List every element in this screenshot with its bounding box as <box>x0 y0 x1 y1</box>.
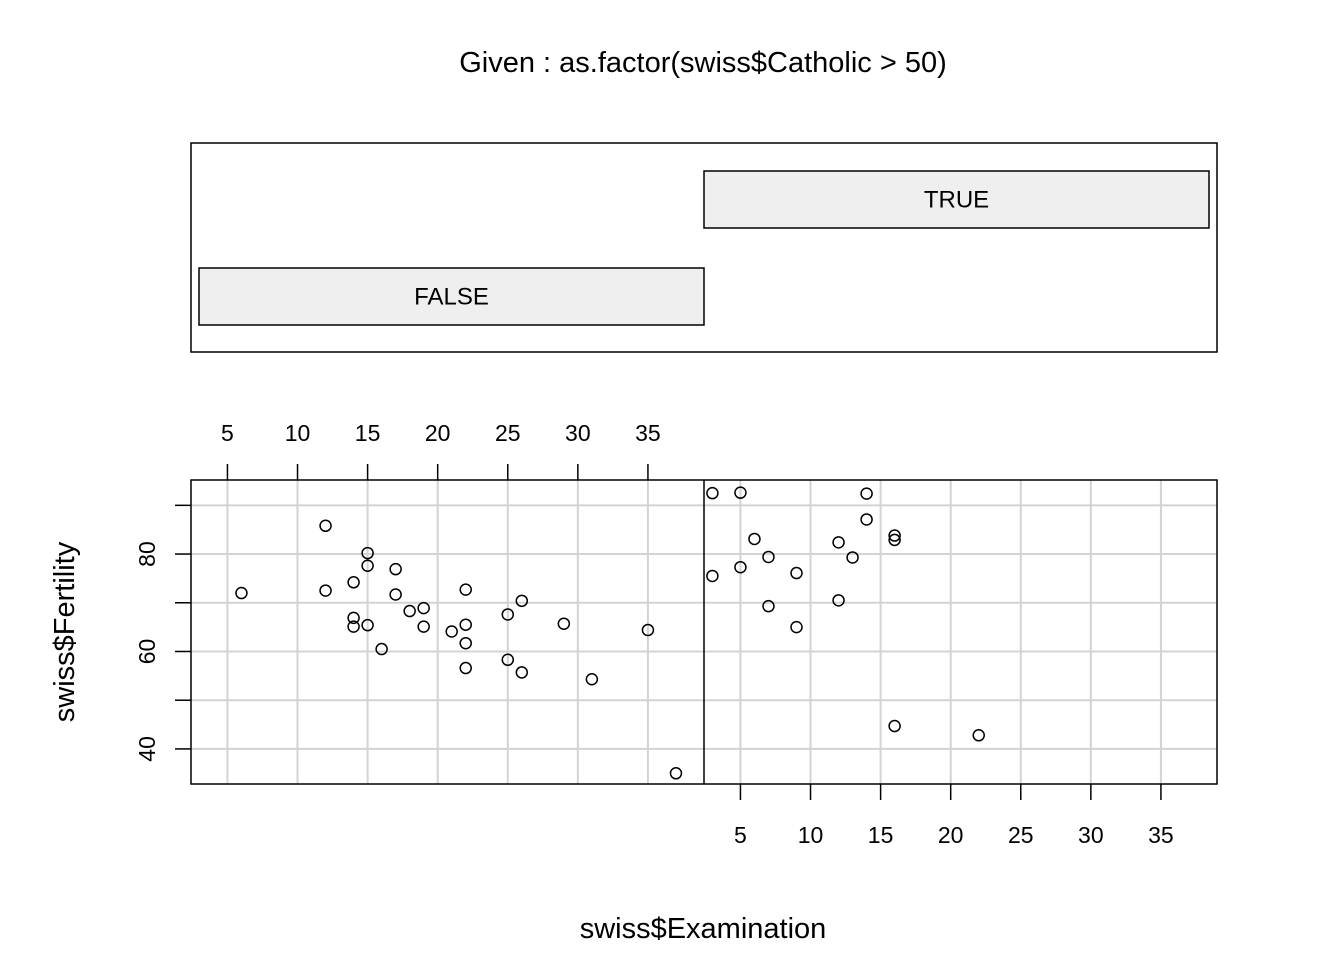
data-point <box>459 636 472 650</box>
data-point <box>790 620 803 634</box>
data-point <box>389 562 402 576</box>
data-point <box>860 487 873 500</box>
data-point <box>846 551 859 564</box>
data-point <box>375 642 388 656</box>
x-tick-label: 25 <box>1008 822 1034 848</box>
data-point <box>347 620 360 633</box>
data-point <box>515 594 529 608</box>
data-point <box>403 604 416 618</box>
x-tick-label: 30 <box>1078 822 1104 848</box>
x-tick-label: 10 <box>798 822 824 848</box>
data-point <box>445 625 458 638</box>
data-point <box>832 536 845 549</box>
data-point <box>347 611 360 625</box>
y-tick-label: 80 <box>134 541 160 567</box>
x-tick-label: 15 <box>868 822 894 848</box>
x-tick-label: 10 <box>285 420 311 446</box>
x-tick-label: 35 <box>635 420 661 446</box>
data-point <box>501 653 515 667</box>
data-point <box>762 599 775 613</box>
data-point <box>748 532 761 546</box>
x-tick-label: 5 <box>734 822 747 848</box>
data-point <box>501 608 515 621</box>
data-point <box>706 569 719 583</box>
x-tick-label: 20 <box>938 822 964 848</box>
points <box>235 486 985 780</box>
data-point <box>235 586 248 600</box>
given-bar-label: FALSE <box>414 284 489 311</box>
data-point <box>515 666 529 679</box>
y-tick-label: 40 <box>134 736 160 762</box>
data-point <box>389 588 402 601</box>
data-point <box>417 601 430 615</box>
data-point <box>641 623 655 637</box>
x-tick-label: 30 <box>565 420 591 446</box>
data-point <box>972 729 985 742</box>
x-axis-label: swiss$Examination <box>580 913 827 945</box>
chart-title: Given : as.factor(swiss$Catholic > 50) <box>459 47 947 79</box>
data-point <box>860 513 873 526</box>
data-point <box>459 661 472 675</box>
y-axis-label: swiss$Fertility <box>49 541 81 722</box>
axes: 5 5 10 10 15 15 20 20 25 25 30 30 35 35 40 60 80 <box>134 420 1174 848</box>
data-point <box>734 560 747 574</box>
grid <box>191 480 1217 784</box>
data-point <box>417 620 430 633</box>
data-point <box>762 550 775 564</box>
data-point <box>347 576 360 589</box>
x-tick-label: 35 <box>1148 822 1174 848</box>
x-tick-label: 25 <box>495 420 521 446</box>
data-point <box>734 486 747 499</box>
data-point <box>361 618 374 632</box>
data-point <box>832 594 845 607</box>
data-point <box>706 486 719 500</box>
data-point <box>459 618 472 631</box>
given-bar <box>198 267 705 326</box>
data-point <box>585 673 599 686</box>
given-bar-label: TRUE <box>924 187 989 214</box>
data-point <box>459 583 472 596</box>
data-point <box>361 546 374 560</box>
given-bars: FALSE TRUE <box>198 170 1210 326</box>
data-point <box>669 767 683 780</box>
data-point <box>790 566 803 580</box>
data-point <box>888 719 901 733</box>
given-panel-frame <box>190 142 1218 353</box>
data-point <box>888 533 901 547</box>
x-tick-label: 15 <box>355 420 381 446</box>
x-tick-label: 5 <box>221 420 234 446</box>
data-point <box>888 529 901 542</box>
x-tick-label: 20 <box>425 420 451 446</box>
data-point <box>319 584 332 597</box>
given-bar <box>703 170 1210 229</box>
data-point <box>319 519 332 533</box>
y-tick-label: 60 <box>134 639 160 665</box>
data-point <box>361 559 374 572</box>
data-point <box>557 617 571 630</box>
